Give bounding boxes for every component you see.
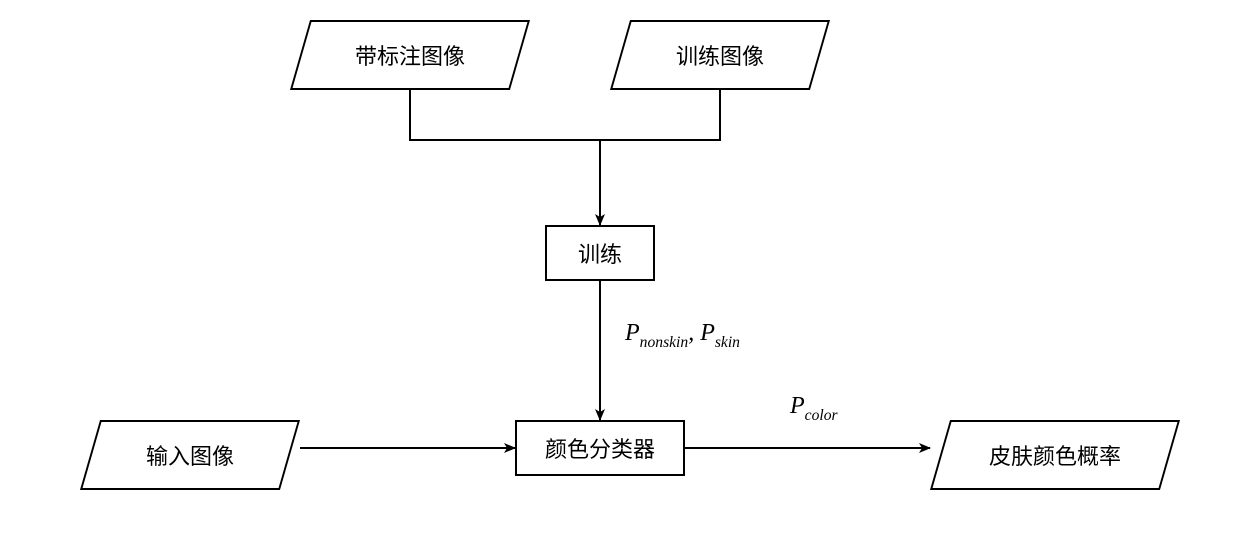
node-skin-color-prob: 皮肤颜色概率 [930,420,1180,490]
formula-sub: nonskin [640,334,689,351]
node-train: 训练 [545,225,655,281]
formula-p: P [700,320,715,346]
flowchart-canvas: 带标注图像 训练图像 训练 输入图像 颜色分类器 皮肤颜色概率 Pnonskin… [0,0,1240,550]
edge-label-p-color: Pcolor [790,393,838,420]
node-label: 训练图像 [676,39,764,71]
formula-p: P [790,393,805,419]
formula-sub: skin [715,334,740,351]
node-label: 输入图像 [146,439,234,471]
formula-sub: color [805,407,838,424]
node-annotated-images: 带标注图像 [290,20,530,90]
formula-comma: , [688,320,700,346]
node-label: 训练 [578,237,622,269]
edge-label-p-nonskin-skin: Pnonskin, Pskin [625,320,740,347]
node-label: 皮肤颜色概率 [989,439,1121,471]
node-training-images: 训练图像 [610,20,830,90]
node-color-classifier: 颜色分类器 [515,420,685,476]
node-input-image: 输入图像 [80,420,300,490]
node-label: 带标注图像 [355,39,465,71]
node-label: 颜色分类器 [545,432,655,464]
formula-p: P [625,320,640,346]
